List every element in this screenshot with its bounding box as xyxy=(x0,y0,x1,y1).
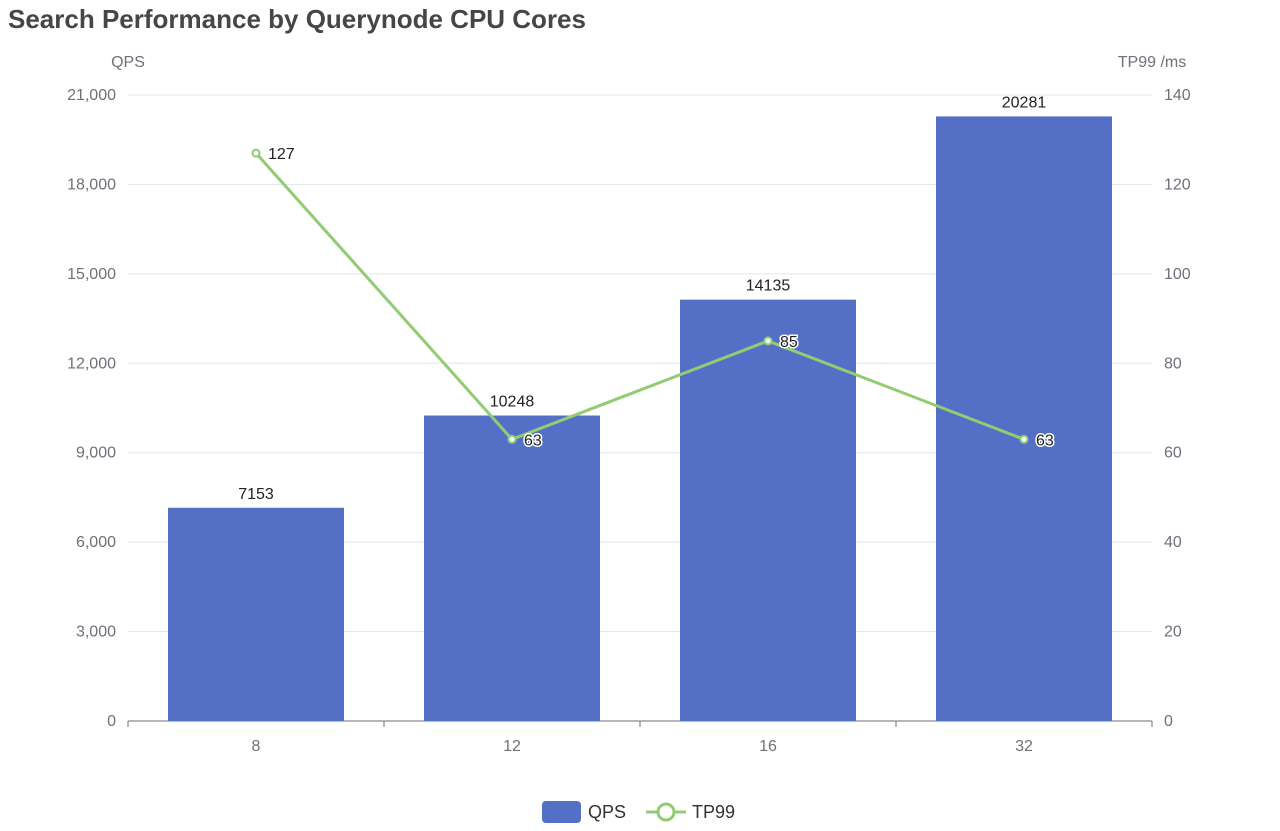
chart-title: Search Performance by Querynode CPU Core… xyxy=(8,4,586,34)
line-point-tp99 xyxy=(763,336,773,346)
bar-qps xyxy=(424,415,600,721)
y-left-tick-label: 0 xyxy=(107,713,116,730)
x-tick-label: 12 xyxy=(503,738,521,755)
legend-qps-swatch xyxy=(542,801,581,823)
line-data-label: 63 xyxy=(1036,432,1054,449)
bar-qps xyxy=(936,116,1112,721)
y-right-tick-label: 100 xyxy=(1164,266,1191,283)
y-left-tick-label: 21,000 xyxy=(67,87,116,104)
line-point-tp99 xyxy=(1019,434,1029,444)
y-right-tick-label: 140 xyxy=(1164,87,1191,104)
bar-data-label: 14135 xyxy=(746,278,791,295)
line-data-label: 127 xyxy=(268,146,295,163)
y-left-tick-label: 18,000 xyxy=(67,176,116,193)
bar-data-label: 10248 xyxy=(490,394,535,411)
y-left-axis-label: QPS xyxy=(111,54,145,71)
y-right-tick-label: 0 xyxy=(1164,713,1173,730)
y-left-tick-label: 3,000 xyxy=(76,624,116,641)
x-tick-label: 32 xyxy=(1015,738,1033,755)
y-right-tick-label: 60 xyxy=(1164,445,1182,462)
line-point-tp99 xyxy=(251,148,261,158)
line-tp99 xyxy=(254,152,1025,442)
bar-qps xyxy=(168,507,344,721)
x-tick-label: 16 xyxy=(759,738,777,755)
x-tick-label: 8 xyxy=(252,738,261,755)
y-right-tick-label: 20 xyxy=(1164,624,1182,641)
y-left-tick-label: 15,000 xyxy=(67,266,116,283)
line-point-tp99 xyxy=(507,434,517,444)
y-left-tick-label: 9,000 xyxy=(76,445,116,462)
bar-data-label: 7153 xyxy=(238,486,274,503)
line-data-label: 63 xyxy=(524,432,542,449)
y-right-tick-label: 80 xyxy=(1164,355,1182,372)
y-left-tick-label: 6,000 xyxy=(76,534,116,551)
line-data-label: 85 xyxy=(780,334,798,351)
legend-tp99-label: TP99 xyxy=(692,802,735,822)
y-right-axis-label: TP99 /ms xyxy=(1118,54,1186,71)
bar-data-label: 20281 xyxy=(1002,94,1047,111)
legend-tp99-marker xyxy=(656,802,676,822)
y-right-tick-label: 40 xyxy=(1164,534,1182,551)
bar-qps xyxy=(680,299,856,721)
y-left-tick-label: 12,000 xyxy=(67,355,116,372)
legend-qps-label: QPS xyxy=(588,802,626,822)
y-right-tick-label: 120 xyxy=(1164,176,1191,193)
